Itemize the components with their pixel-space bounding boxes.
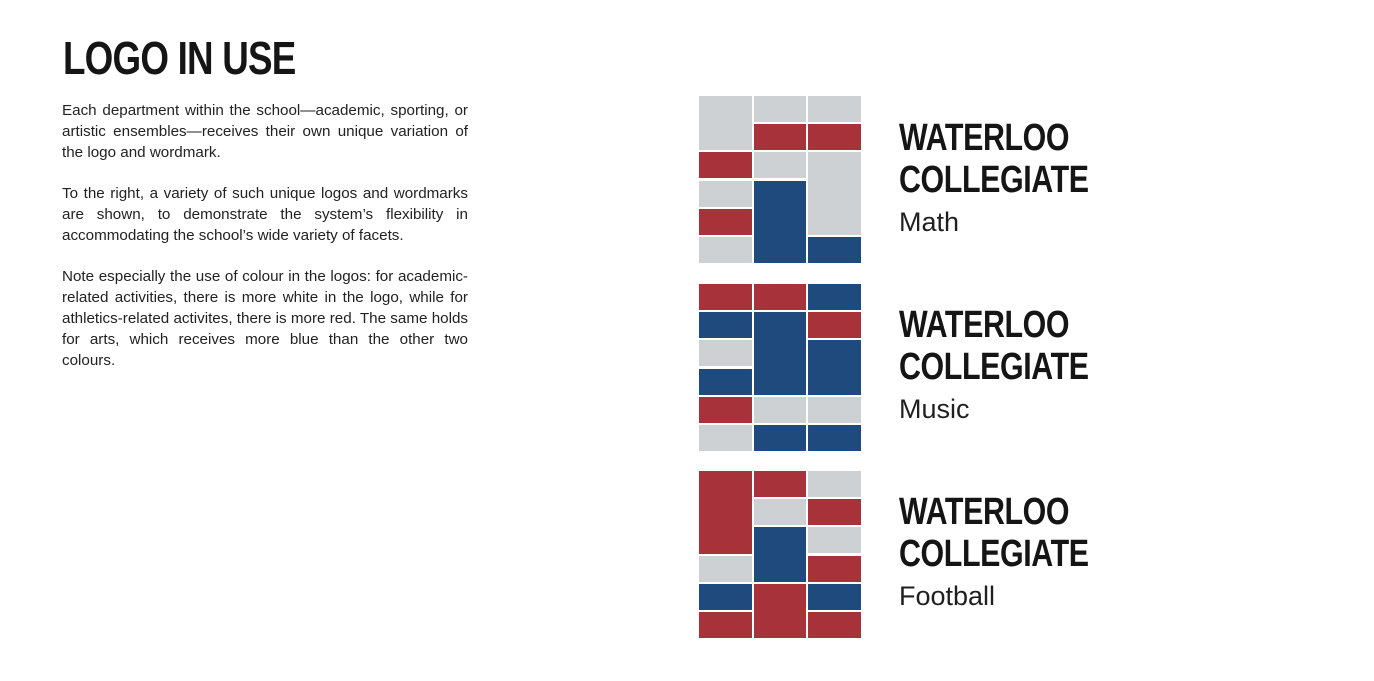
logo-block-grey — [753, 499, 807, 526]
logo-block-grey — [699, 555, 752, 582]
logo-block-grey — [699, 424, 752, 451]
logo-block-red — [699, 152, 752, 179]
logo-block-grey — [753, 96, 807, 123]
logo-block-blue — [699, 368, 752, 395]
logo-block-grey — [808, 96, 861, 123]
wordmark-line-1: WATERLOO — [899, 491, 1070, 533]
paragraph-3: Note especially the use of colour in the… — [62, 268, 468, 369]
logo-block-red — [699, 611, 752, 638]
logo-block-blue — [699, 312, 752, 339]
logo-block-red — [808, 124, 861, 151]
department-label: Math — [899, 207, 960, 237]
logo-block-blue — [808, 236, 861, 263]
logo-block-grey — [753, 152, 807, 179]
logo-block-red — [699, 396, 752, 423]
logo-block-red — [753, 124, 807, 151]
logo-block-red — [699, 284, 752, 311]
description-text: Each department within the school—academ… — [62, 101, 468, 392]
logo-block-grey — [699, 236, 752, 263]
wordmark-line-2: COLLEGIATE — [899, 346, 1089, 388]
logo-block-blue — [808, 340, 861, 395]
logo-block-blue — [808, 284, 861, 311]
logo-block-red — [699, 471, 752, 554]
logo-block-grey — [699, 340, 752, 367]
logo-block-grey — [808, 396, 861, 423]
logo-math — [699, 96, 863, 263]
logo-block-red — [753, 583, 807, 638]
logo-football — [699, 471, 863, 638]
wordmark-football: WATERLOO COLLEGIATE Football — [899, 491, 1159, 613]
logo-block-blue — [753, 527, 807, 582]
wordmark-music: WATERLOO COLLEGIATE Music — [899, 304, 1159, 426]
logo-block-red — [699, 208, 752, 235]
logo-block-red — [753, 471, 807, 498]
logo-block-blue — [808, 424, 861, 451]
logo-block-blue — [753, 312, 807, 395]
logo-block-grey — [699, 180, 752, 207]
logo-block-red — [808, 312, 861, 339]
logo-block-red — [808, 499, 861, 526]
paragraph-1: Each department within the school—academ… — [62, 102, 468, 161]
logo-block-red — [808, 611, 861, 638]
logo-block-grey — [808, 152, 861, 235]
logo-block-blue — [753, 424, 807, 451]
logo-block-red — [753, 284, 807, 311]
logo-block-grey — [699, 96, 752, 151]
logo-block-grey — [753, 396, 807, 423]
logo-block-blue — [808, 583, 861, 610]
wordmark-line-2: COLLEGIATE — [899, 533, 1089, 575]
logo-block-red — [808, 555, 861, 582]
logo-block-blue — [699, 583, 752, 610]
department-label: Football — [899, 581, 996, 611]
logo-block-grey — [808, 471, 861, 498]
wordmark-line-1: WATERLOO — [899, 117, 1070, 159]
wordmark-math: WATERLOO COLLEGIATE Math — [899, 117, 1159, 239]
page-title: LOGO IN USE — [63, 32, 296, 84]
wordmark-line-1: WATERLOO — [899, 304, 1070, 346]
department-label: Music — [899, 394, 970, 424]
logo-block-blue — [753, 180, 807, 263]
wordmark-line-2: COLLEGIATE — [899, 159, 1089, 201]
logo-music — [699, 284, 863, 451]
paragraph-2: To the right, a variety of such unique l… — [62, 185, 468, 244]
logo-block-grey — [808, 527, 861, 554]
